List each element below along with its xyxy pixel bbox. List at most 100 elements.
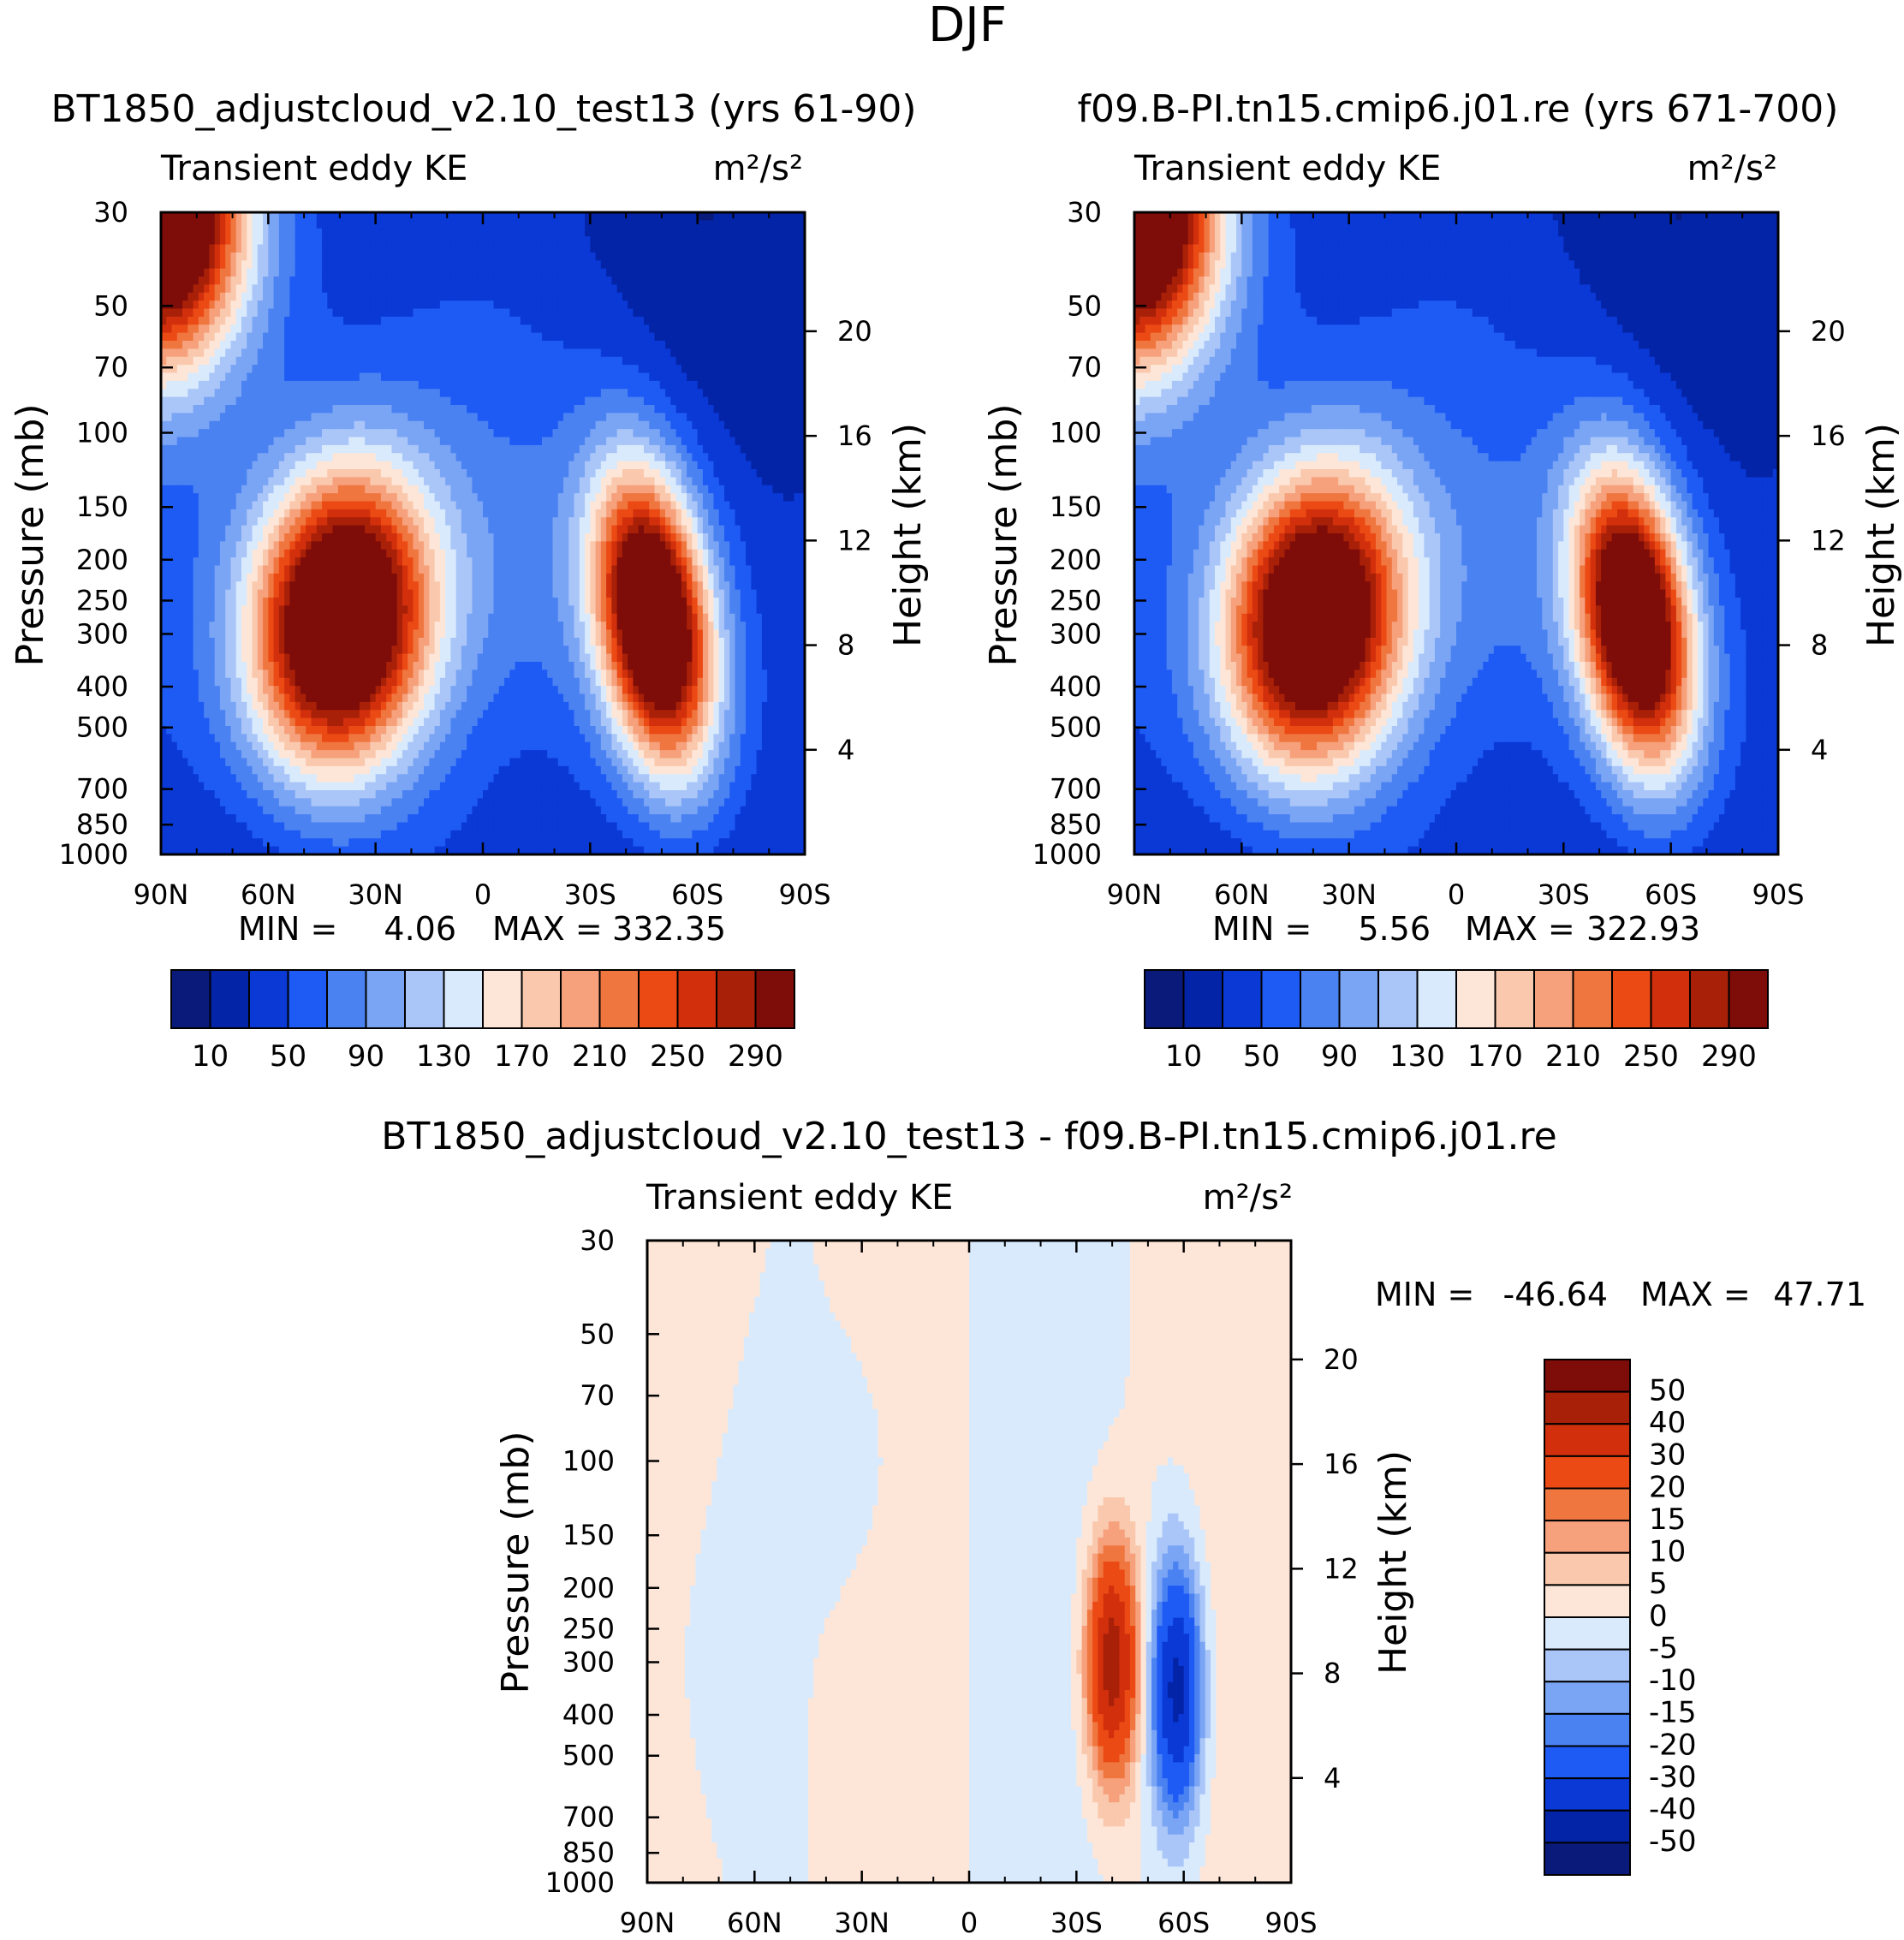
field-cell	[537, 253, 543, 261]
field-cell	[660, 229, 666, 237]
field-cell	[698, 245, 704, 253]
field-cell	[794, 236, 800, 245]
field-cell	[494, 236, 500, 245]
field-cell	[172, 253, 178, 261]
field-cell	[333, 236, 339, 245]
field-cell	[236, 220, 242, 229]
field-cell	[306, 229, 312, 237]
field-cell	[703, 260, 709, 269]
field-cell	[547, 245, 553, 253]
field-cell	[633, 253, 639, 261]
field-cell	[397, 236, 403, 245]
field-cell	[333, 260, 339, 269]
field-cell	[435, 253, 441, 261]
field-cell	[354, 229, 360, 237]
field-cell	[708, 229, 714, 237]
field-cell	[220, 229, 226, 237]
field-cell	[788, 245, 794, 253]
field-cell	[751, 245, 757, 253]
field-cell	[509, 253, 515, 261]
field-cell	[751, 229, 757, 237]
field-cell	[386, 236, 392, 245]
field-cell	[521, 245, 527, 253]
field-cell	[225, 220, 231, 229]
field-cell	[263, 236, 269, 245]
field-cell	[397, 229, 403, 237]
field-cell	[601, 245, 607, 253]
field-cell	[783, 245, 789, 253]
field-cell	[370, 260, 376, 269]
field-cell	[279, 260, 285, 269]
field-cell	[483, 229, 489, 237]
field-cell	[386, 220, 392, 229]
field-cell	[681, 229, 687, 237]
field-cell	[225, 245, 231, 253]
field-cell	[617, 220, 623, 229]
field-cell	[472, 236, 478, 245]
figure-title: DJF	[928, 0, 1007, 53]
field-cell	[279, 269, 285, 277]
field-cell	[488, 236, 494, 245]
field-cell	[402, 220, 408, 229]
field-cell	[649, 229, 655, 237]
field-cell	[381, 245, 387, 253]
field-cell	[488, 253, 494, 261]
field-cell	[547, 260, 553, 269]
field-cell	[199, 253, 205, 261]
field-cell	[241, 220, 247, 229]
field-cell	[488, 229, 494, 237]
field-cell	[558, 220, 564, 229]
field-cell	[365, 229, 371, 237]
field-cell	[772, 220, 778, 229]
field-cell	[230, 236, 236, 245]
field-cell	[552, 220, 558, 229]
field-cell	[450, 260, 456, 269]
field-cell	[509, 220, 515, 229]
field-cell	[419, 253, 425, 261]
field-cell	[585, 245, 591, 253]
field-cell	[794, 260, 800, 269]
field-cell	[295, 229, 301, 237]
field-cell	[655, 220, 661, 229]
field-cell	[445, 260, 451, 269]
field-cell	[253, 245, 259, 253]
field-cell	[713, 236, 719, 245]
field-cell	[729, 220, 735, 229]
field-cell	[767, 245, 773, 253]
field-cell	[729, 253, 735, 261]
field-cell	[611, 220, 617, 229]
field-cell	[563, 260, 569, 269]
field-cell	[596, 245, 602, 253]
field-cell	[343, 260, 349, 269]
field-cell	[483, 245, 489, 253]
field-cell	[386, 253, 392, 261]
field-cell	[450, 236, 456, 245]
field-cell	[531, 229, 537, 237]
field-cell	[778, 229, 784, 237]
field-cell	[284, 229, 290, 237]
field-cell	[253, 269, 259, 277]
field-cell	[494, 245, 500, 253]
field-cell	[295, 253, 301, 261]
field-cell	[601, 253, 607, 261]
field-cell	[542, 245, 548, 253]
field-cell	[692, 229, 698, 237]
field-cell	[419, 236, 425, 245]
field-cell	[521, 260, 527, 269]
field-cell	[590, 236, 596, 245]
field-cell	[419, 269, 425, 277]
field-cell	[633, 245, 639, 253]
field-cell	[794, 245, 800, 253]
field-cell	[472, 260, 478, 269]
panel-title: BT1850_adjustcloud_v2.10_test13 (yrs 61-…	[51, 87, 916, 131]
field-cell	[348, 269, 354, 277]
field-cell	[499, 260, 505, 269]
field-cell	[644, 236, 650, 245]
field-cell	[713, 253, 719, 261]
field-cell	[241, 245, 247, 253]
field-cell	[204, 253, 210, 261]
field-cell	[708, 245, 714, 253]
field-cell	[526, 260, 532, 269]
field-cell	[762, 245, 768, 253]
field-cell	[649, 220, 655, 229]
